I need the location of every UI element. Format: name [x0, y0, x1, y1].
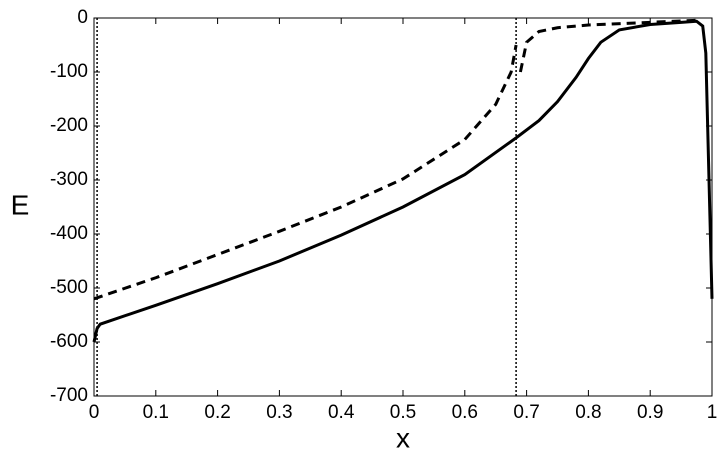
- x-axis-label: x: [396, 422, 410, 453]
- y-tick-label: -100: [50, 61, 88, 82]
- y-tick-label: -500: [50, 277, 88, 298]
- x-tick-label: 0: [89, 402, 100, 423]
- x-tick-label: 0.4: [328, 402, 355, 423]
- line-series: [93, 18, 700, 301]
- x-tick-label: 0.6: [452, 402, 478, 423]
- plot-frame: [93, 17, 713, 397]
- y-tick-label: -200: [50, 115, 88, 136]
- x-tick-label: 0.7: [513, 402, 539, 423]
- y-axis-label: E: [11, 189, 30, 220]
- y-tick-label: 0: [77, 7, 88, 28]
- line-series: [92, 19, 714, 343]
- y-tick-label: -700: [50, 385, 88, 406]
- x-tick-label: 0.2: [204, 402, 230, 423]
- x-tick-label: 0.8: [575, 402, 601, 423]
- y-tick-label: -300: [50, 169, 88, 190]
- x-tick-label: 0.3: [266, 402, 292, 423]
- x-tick-label: 0.1: [143, 402, 169, 423]
- x-tick-label: 0.5: [390, 402, 416, 423]
- x-tick-label: 1: [707, 402, 718, 423]
- y-tick-label: -400: [50, 223, 88, 244]
- x-tick-label: 0.9: [637, 402, 663, 423]
- y-tick-label: -600: [50, 331, 88, 352]
